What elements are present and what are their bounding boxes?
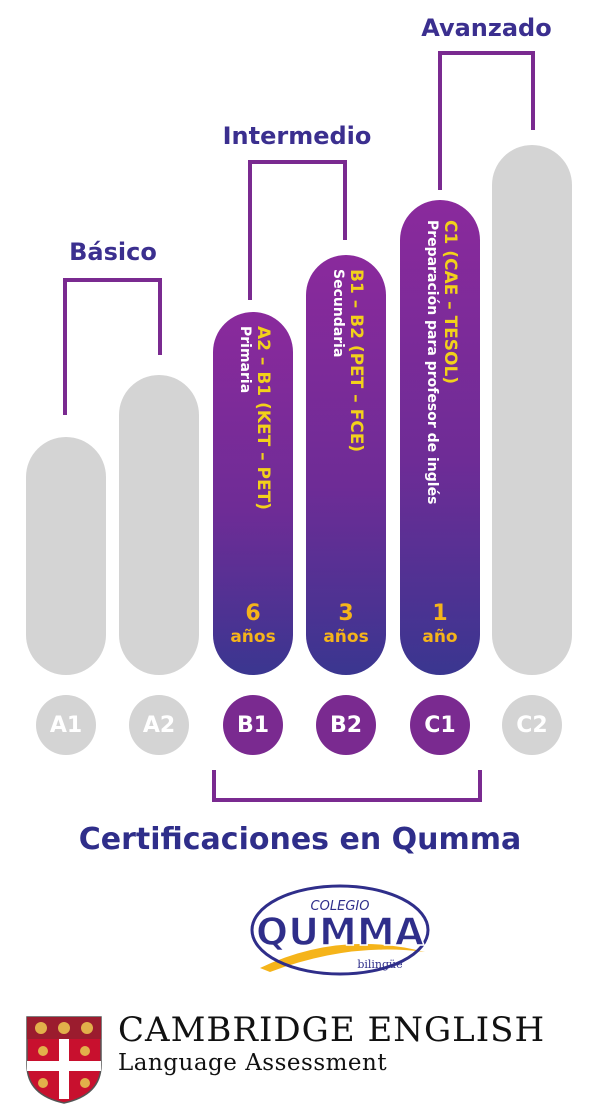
bar-b1-subtitle: Primaria: [237, 326, 253, 394]
bar-b1: A2 – B1 (KET – PET) Primaria 6 años: [213, 312, 293, 675]
circle-b2: B2: [316, 695, 376, 755]
bar-a2: [119, 375, 199, 675]
bar-b2-title: B1 – B2 (PET – FCE): [346, 269, 366, 453]
level-basico-label: Básico: [69, 238, 157, 266]
avanzado-bracket: [438, 51, 535, 190]
bar-c2: [492, 145, 572, 675]
bar-b2-years-number: 3: [338, 601, 354, 626]
certifications-title: Certificaciones en Qumma: [78, 822, 522, 857]
bar-b2: B1 – B2 (PET – FCE) Secundaria 3 años: [306, 255, 386, 675]
bar-b1-title: A2 – B1 (KET – PET): [253, 326, 273, 510]
circle-c2: C2: [502, 695, 562, 755]
circle-b1: B1: [223, 695, 283, 755]
basico-bracket: [63, 278, 162, 415]
qumma-logo-name: QUMMA: [256, 910, 425, 954]
bar-c1: C1 (CAE – TESOL) Preparación para profes…: [400, 200, 480, 675]
bar-c1-subtitle: Preparación para profesor de inglés: [424, 220, 440, 505]
bar-b1-years: 6 años: [213, 602, 293, 648]
level-intermedio-label: Intermedio: [222, 122, 372, 150]
circle-a1: A1: [36, 695, 96, 755]
certifications-bracket: [212, 770, 482, 802]
cambridge-subtitle: Language Assessment: [118, 1050, 388, 1076]
bar-c1-years-unit: año: [422, 627, 458, 647]
circle-c1: C1: [410, 695, 470, 755]
circle-a2: A2: [129, 695, 189, 755]
bar-c1-years-number: 1: [432, 601, 448, 626]
qumma-logo: COLEGIO QUMMA bilingüe: [250, 884, 430, 976]
bar-b1-years-number: 6: [245, 601, 261, 626]
bar-c1-title: C1 (CAE – TESOL): [440, 220, 460, 385]
qumma-logo-colegio: COLEGIO: [311, 899, 370, 914]
bar-b2-years: 3 años: [306, 602, 386, 648]
level-avanzado-label: Avanzado: [421, 14, 552, 42]
bar-c1-years: 1 año: [400, 602, 480, 648]
intermedio-bracket: [248, 160, 347, 300]
bar-a1: [26, 437, 106, 675]
cambridge-shield-icon: [26, 1016, 102, 1104]
cambridge-title: CAMBRIDGE ENGLISH: [118, 1010, 546, 1050]
bar-b1-years-unit: años: [230, 627, 276, 647]
bar-b2-years-unit: años: [323, 627, 369, 647]
qumma-logo-bilingue: bilingüe: [357, 958, 402, 971]
bar-b2-subtitle: Secundaria: [330, 269, 346, 358]
